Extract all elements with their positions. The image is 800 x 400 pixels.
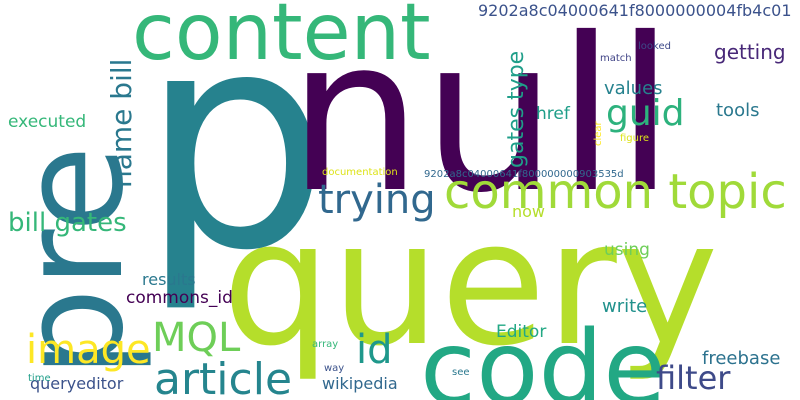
word-queryeditor: queryeditor [30, 374, 124, 393]
word-match: match [600, 53, 632, 64]
word-id: id [356, 327, 393, 373]
word-editor: Editor [496, 322, 547, 342]
word-tools: tools [716, 100, 760, 121]
word-figure: figure [620, 133, 650, 144]
word-executed: executed [8, 112, 87, 132]
word-p: p [140, 0, 331, 316]
word-results: results [142, 270, 196, 289]
word-now: now [512, 202, 546, 221]
word-null: null [288, 0, 675, 239]
word-array: array [312, 339, 339, 350]
word-see: see [452, 367, 470, 378]
word-wikipedia: wikipedia [322, 374, 398, 393]
word-mql: MQL [152, 315, 241, 361]
word-code: code [420, 309, 666, 400]
word-hash-2: 9202a8c04000641f800000000903535d [424, 169, 624, 180]
word-getting: getting [714, 40, 786, 64]
word-commons-id: commons_id [126, 288, 233, 308]
word-guid: guid [606, 93, 685, 134]
word-looked: looked [638, 41, 671, 52]
word-bill-gates: bill gates [8, 208, 127, 238]
word-hash-1: 9202a8c04000641f8000000004fb4c01 [478, 1, 792, 20]
word-trying: trying [318, 177, 436, 223]
word-values: values [604, 78, 663, 99]
word-href: href [536, 104, 570, 124]
word-write: write [602, 296, 648, 317]
word-content: content [132, 0, 431, 78]
word-time: time [28, 373, 51, 384]
word-query: query [222, 183, 719, 384]
word-article: article [154, 354, 293, 400]
word-gates-type: gates type [504, 50, 529, 168]
word-using: using [604, 240, 650, 260]
word-freebase: freebase [702, 348, 781, 369]
word-image: image [26, 327, 151, 373]
word-filter: filter [656, 359, 731, 397]
word-name-bill: name bill [105, 58, 138, 188]
word-documentation: documentation [322, 167, 398, 178]
word-common-topic: common topic [444, 164, 787, 220]
word-clear: clear [593, 121, 604, 146]
word-way: way [324, 363, 345, 374]
